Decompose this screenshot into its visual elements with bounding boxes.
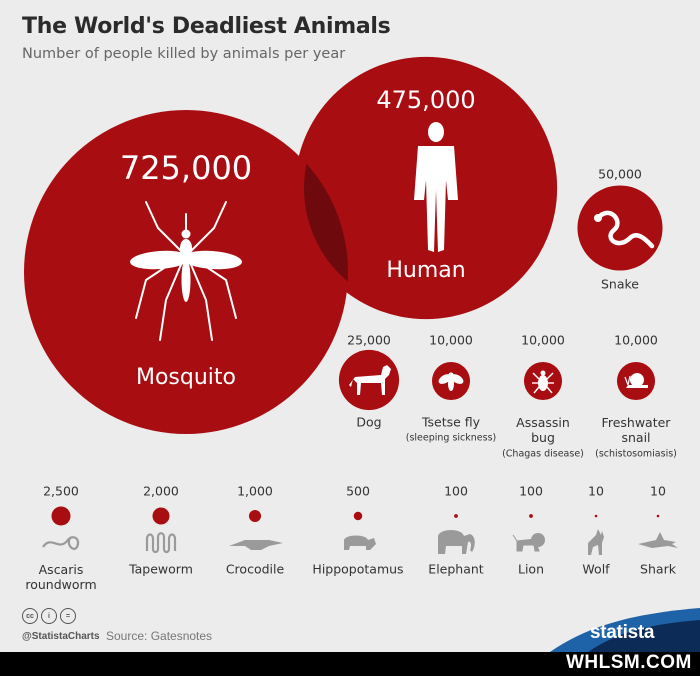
value-label-tapeworm: 2,000 bbox=[143, 484, 179, 499]
crocodile-icon bbox=[229, 540, 283, 550]
source-note: Source: Gatesnotes bbox=[106, 629, 213, 643]
roundworm-icon bbox=[42, 536, 80, 550]
bubble-lion bbox=[529, 514, 533, 518]
tapeworm-icon bbox=[145, 532, 177, 554]
sublabel-snail: (schistosomiasis) bbox=[595, 449, 677, 460]
category-label-hippo: Hippopotamus bbox=[312, 562, 403, 577]
fly-icon bbox=[438, 372, 464, 391]
value-label-crocodile: 1,000 bbox=[237, 484, 273, 499]
value-label-dog: 25,000 bbox=[347, 333, 391, 348]
value-label-shark: 10 bbox=[650, 484, 666, 499]
sublabel-assassin: (Chagas disease) bbox=[502, 449, 584, 460]
category-label-assassin: Assassin bug bbox=[516, 415, 570, 445]
value-label-lion: 100 bbox=[519, 484, 543, 499]
elephant-icon bbox=[438, 530, 475, 554]
bubble-wolf bbox=[594, 514, 598, 518]
category-label-tsetse: Tsetse fly bbox=[421, 415, 481, 430]
category-label-mosquito: Mosquito bbox=[136, 365, 236, 390]
category-label-elephant: Elephant bbox=[428, 562, 484, 577]
value-label-snake: 50,000 bbox=[598, 167, 642, 182]
value-label-ascaris: 2,500 bbox=[43, 484, 79, 499]
statista-handle: @StatistaCharts bbox=[22, 631, 100, 642]
human-icon bbox=[414, 122, 458, 252]
bubble-elephant bbox=[454, 514, 458, 518]
value-label-human: 475,000 bbox=[376, 86, 475, 114]
value-label-elephant: 100 bbox=[444, 484, 468, 499]
snake-icon bbox=[594, 210, 655, 249]
bubble-tapeworm bbox=[152, 507, 170, 525]
category-label-snail: Freshwater snail bbox=[602, 415, 672, 445]
value-label-wolf: 10 bbox=[588, 484, 604, 499]
dog-icon bbox=[349, 365, 391, 395]
category-label-tapeworm: Tapeworm bbox=[128, 562, 193, 577]
wolf-icon bbox=[588, 529, 604, 555]
category-label-human: Human bbox=[386, 258, 465, 283]
bubble-shark bbox=[656, 514, 660, 518]
whlsm-watermark: WHLSM.COM bbox=[566, 652, 692, 673]
license-icons: cc i = bbox=[22, 608, 76, 624]
statista-logo[interactable]: statista bbox=[590, 622, 655, 643]
category-label-ascaris: Ascaris roundworm bbox=[25, 562, 96, 592]
category-label-wolf: Wolf bbox=[582, 562, 610, 577]
chart-subtitle: Number of people killed by animals per y… bbox=[22, 46, 346, 62]
value-label-tsetse: 10,000 bbox=[429, 333, 473, 348]
category-label-lion: Lion bbox=[518, 562, 544, 577]
attribution-icon: i bbox=[41, 608, 57, 624]
category-label-shark: Shark bbox=[640, 562, 677, 577]
chart-title: The World's Deadliest Animals bbox=[22, 14, 391, 39]
cc-license-icon: cc bbox=[22, 608, 38, 624]
bubble-crocodile bbox=[248, 509, 262, 523]
value-label-assassin: 10,000 bbox=[521, 333, 565, 348]
category-label-dog: Dog bbox=[356, 415, 381, 430]
sublabel-tsetse: (sleeping sickness) bbox=[406, 433, 497, 444]
mosquito-icon bbox=[130, 201, 242, 341]
category-label-snake: Snake bbox=[601, 277, 639, 292]
value-label-snail: 10,000 bbox=[614, 333, 658, 348]
value-label-hippo: 500 bbox=[346, 484, 370, 499]
bubble-hippo bbox=[353, 511, 363, 521]
snail-icon bbox=[624, 373, 648, 388]
no-derivatives-icon: = bbox=[60, 608, 76, 624]
category-label-crocodile: Crocodile bbox=[226, 562, 285, 577]
hippo-icon bbox=[344, 535, 376, 550]
bubble-snake bbox=[577, 185, 663, 271]
value-label-mosquito: 725,000 bbox=[120, 149, 252, 187]
bubble-human bbox=[294, 56, 558, 320]
lion-icon bbox=[512, 533, 545, 552]
bug-icon bbox=[532, 370, 554, 394]
bubble-ascaris bbox=[51, 506, 71, 526]
shark-icon bbox=[638, 532, 678, 548]
